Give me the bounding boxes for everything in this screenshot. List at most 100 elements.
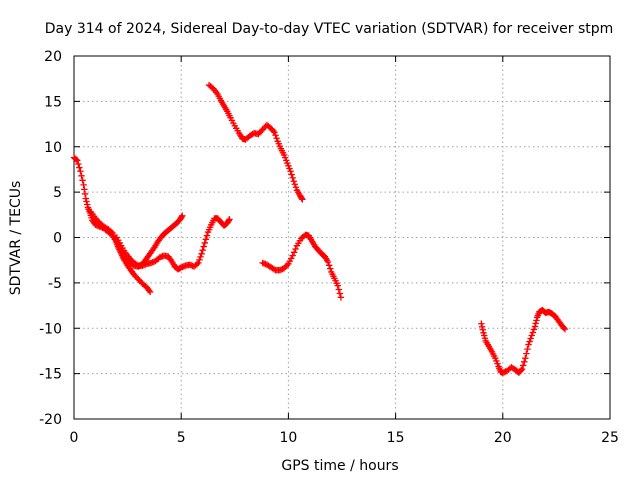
data-point: [288, 171, 295, 178]
data-point: [75, 160, 82, 168]
y-tick-label: -5: [48, 276, 62, 292]
chart-title: Day 314 of 2024, Sidereal Day-to-day VTE…: [45, 21, 614, 37]
data-point: [531, 323, 539, 330]
data-point: [78, 172, 85, 179]
data-point: [193, 260, 201, 268]
data-point: [81, 190, 89, 198]
x-tick-label: 10: [279, 430, 297, 446]
data-point: [478, 323, 486, 330]
data-point: [334, 282, 341, 289]
data-point: [202, 236, 210, 243]
data-point: [287, 168, 294, 175]
x-tick-label: 5: [177, 430, 186, 446]
x-axis-ticks: 0 5 10 15 20 25: [70, 56, 619, 446]
data-point: [203, 232, 211, 239]
data-point: [79, 177, 86, 184]
data-point: [146, 288, 154, 296]
y-tick-label: 0: [53, 231, 62, 247]
data-point: [196, 256, 203, 264]
data-point: [226, 216, 233, 223]
data-point: [290, 178, 297, 185]
data-point: [289, 174, 296, 182]
data-point: [271, 129, 278, 136]
data-point: [337, 294, 345, 301]
y-tick-label: -15: [39, 367, 62, 383]
data-point: [290, 249, 298, 256]
data-point: [179, 212, 186, 219]
data-series: [70, 81, 569, 376]
data-point: [528, 332, 535, 339]
series-arc-1: [70, 154, 154, 296]
series-arc-4: [205, 81, 306, 203]
y-axis-ticks: -20 -15 -10 -5 0 5 10 15 20: [39, 49, 610, 428]
data-point: [200, 243, 207, 250]
data-point: [532, 320, 539, 327]
data-point: [522, 354, 529, 362]
data-point: [298, 194, 305, 202]
series-arc-6: [478, 306, 569, 376]
data-point: [270, 266, 278, 273]
y-tick-label: -20: [39, 412, 62, 428]
data-point: [524, 345, 531, 353]
data-point: [292, 245, 299, 253]
data-point: [336, 290, 344, 297]
data-point: [299, 196, 306, 203]
y-tick-label: 15: [44, 94, 62, 110]
data-point: [81, 186, 88, 193]
data-point: [197, 253, 204, 261]
data-point: [198, 250, 205, 258]
data-point: [324, 258, 332, 266]
data-point: [519, 362, 527, 369]
data-point: [201, 239, 208, 247]
data-point: [325, 262, 333, 269]
grid: [74, 56, 610, 419]
data-point: [199, 247, 206, 254]
data-point: [289, 252, 296, 259]
data-point: [195, 259, 202, 267]
y-tick-label: -10: [39, 321, 62, 337]
data-point: [107, 228, 115, 235]
data-point: [76, 164, 83, 171]
data-point: [479, 326, 486, 333]
y-tick-label: 10: [44, 140, 62, 156]
series-arc-3: [113, 215, 233, 273]
data-point: [525, 341, 532, 348]
series-arc-5: [259, 231, 345, 301]
data-point: [478, 320, 485, 327]
data-point: [529, 329, 537, 336]
data-point: [292, 184, 300, 191]
y-axis-label: SDTVAR / TECUs: [8, 181, 24, 296]
data-point: [83, 198, 90, 205]
data-point: [526, 338, 533, 345]
x-tick-label: 15: [387, 430, 405, 446]
data-point: [74, 157, 81, 164]
data-point: [82, 195, 89, 202]
data-point: [533, 317, 540, 324]
x-axis-label: GPS time / hours: [281, 458, 398, 474]
x-tick-label: 20: [494, 430, 512, 446]
data-point: [518, 365, 526, 373]
data-point: [335, 286, 342, 293]
y-tick-label: 20: [44, 49, 62, 65]
data-point: [77, 168, 84, 175]
data-point: [561, 325, 569, 333]
data-point: [72, 156, 80, 163]
data-point: [521, 358, 528, 366]
y-tick-label: 5: [53, 185, 62, 201]
x-tick-label: 25: [601, 430, 619, 446]
data-point: [273, 135, 280, 142]
data-point: [272, 132, 279, 139]
data-point: [225, 217, 232, 224]
data-point: [84, 201, 91, 208]
data-point: [560, 324, 568, 332]
data-point: [291, 181, 299, 188]
data-point: [133, 261, 141, 268]
data-point: [178, 213, 185, 221]
data-point: [517, 367, 525, 374]
data-point: [527, 335, 534, 342]
x-tick-label: 0: [70, 430, 79, 446]
data-point: [523, 350, 530, 357]
data-point: [327, 265, 334, 272]
data-point: [270, 127, 277, 135]
